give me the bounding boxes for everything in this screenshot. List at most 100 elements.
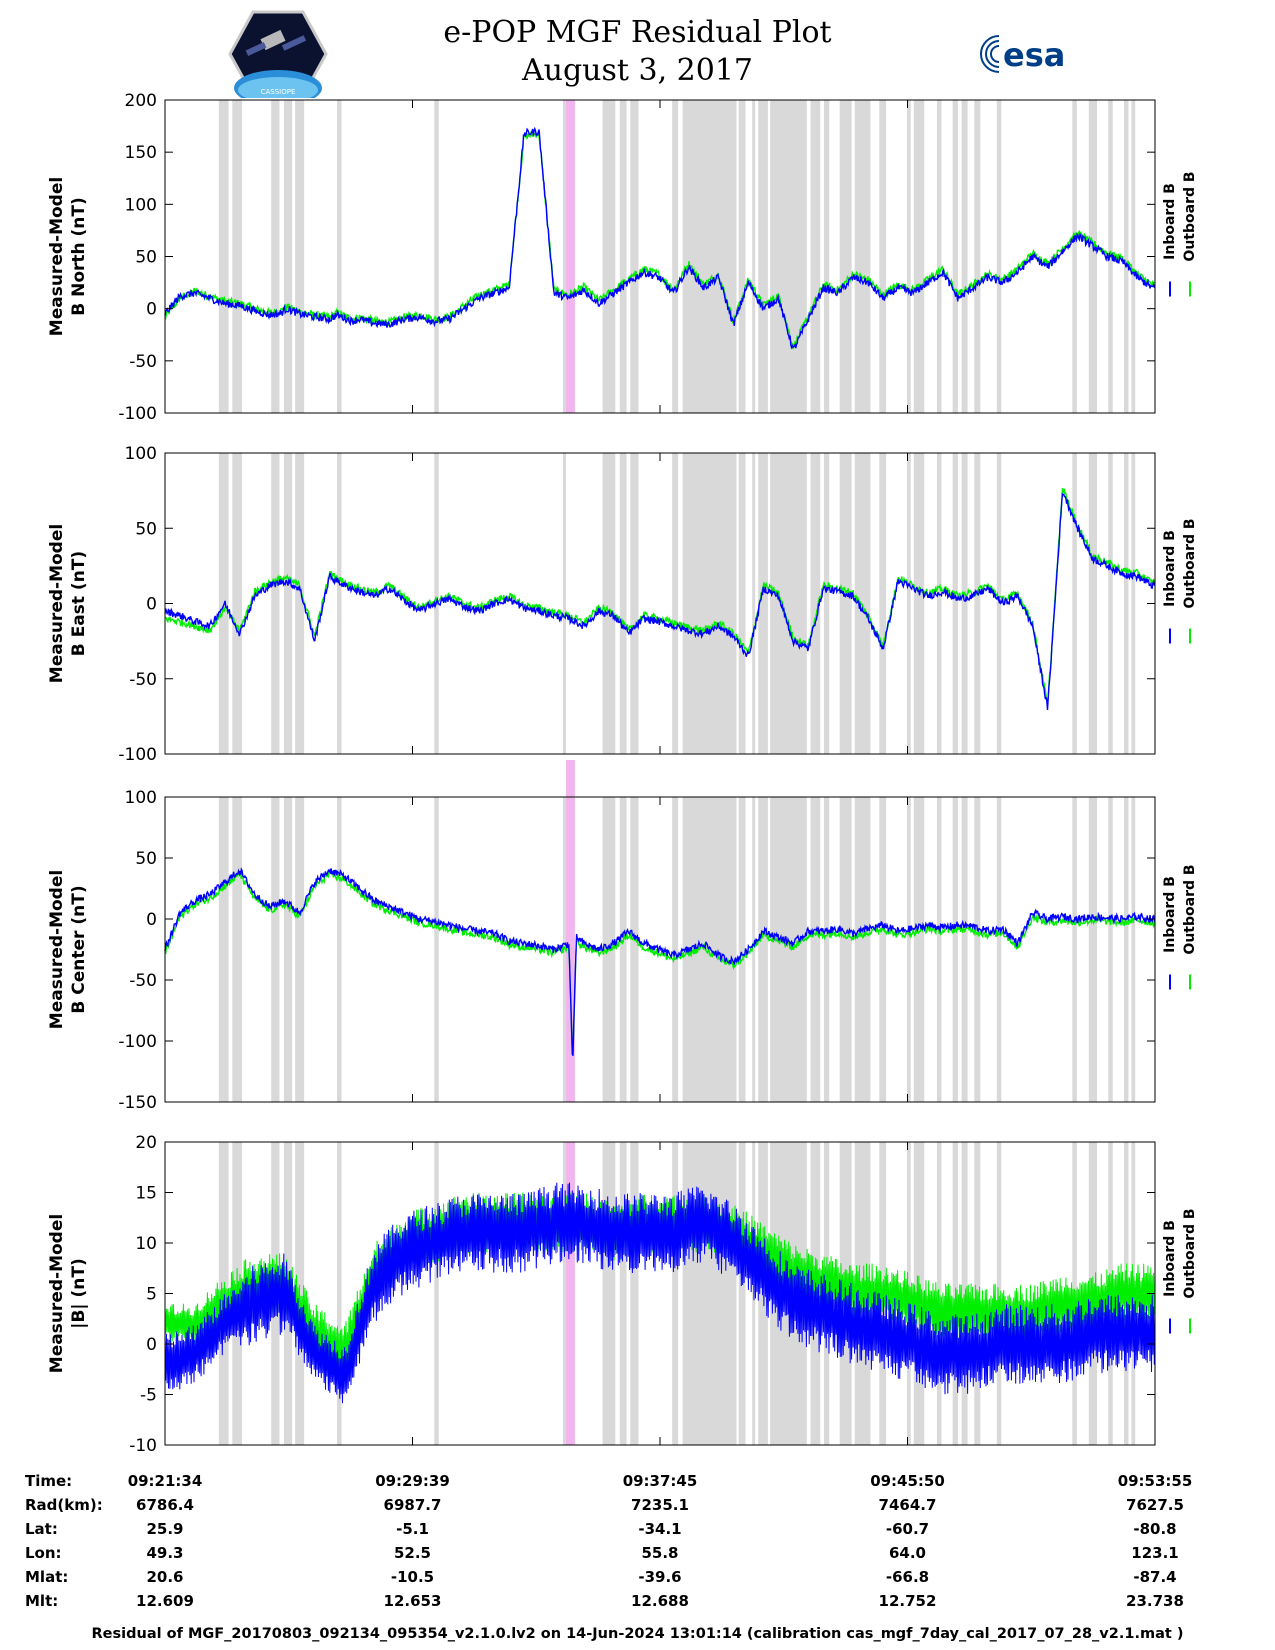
- ephemeris-value: 09:21:34: [127, 1472, 203, 1490]
- ephemeris-value: -5.1: [396, 1520, 429, 1538]
- ephemeris-row: Rad(km): 6786.4 6987.7 7235.1 7464.7 7627.5: [0, 1496, 1275, 1518]
- shaded-interval: [682, 453, 737, 754]
- shaded-interval: [218, 100, 229, 413]
- y-tick-label: -150: [118, 1093, 157, 1113]
- shaded-interval: [672, 100, 679, 413]
- y-tick-label: 50: [135, 519, 157, 539]
- shaded-interval: [630, 797, 639, 1102]
- shaded-interval: [738, 1142, 746, 1445]
- ephemeris-value: 12.609: [136, 1592, 194, 1610]
- ephemeris-value: -80.8: [1133, 1520, 1177, 1538]
- shaded-interval: [879, 797, 887, 1102]
- shaded-interval: [738, 100, 746, 413]
- ephemeris-value: -10.5: [390, 1568, 435, 1586]
- shaded-interval: [630, 100, 639, 413]
- panel-4: 20 15 10 5 0 -5 -10 Measured-Model |B| (nT) Inboa…: [47, 1133, 1198, 1456]
- y-tick-label: 50: [135, 248, 157, 268]
- shaded-interval: [913, 453, 925, 754]
- shaded-interval: [907, 453, 911, 754]
- y-tick-label: 50: [135, 849, 157, 869]
- shaded-interval: [1108, 797, 1113, 1102]
- y-tick-label: -50: [129, 352, 157, 372]
- ephemeris-value: 23.738: [1126, 1592, 1184, 1610]
- shaded-interval: [758, 100, 768, 413]
- ephemeris-value: 12.752: [878, 1592, 937, 1610]
- ephemeris-label: Mlat:: [25, 1568, 69, 1586]
- y-tick-label: 10: [135, 1234, 157, 1254]
- series-line-outboard: [164, 869, 1156, 1055]
- shaded-interval: [218, 797, 229, 1102]
- shaded-interval: [1131, 797, 1136, 1102]
- ephemeris-value: 09:45:50: [870, 1472, 945, 1490]
- shaded-interval: [337, 797, 342, 1102]
- ephemeris-value: 7464.7: [878, 1496, 937, 1514]
- shaded-interval: [996, 797, 1002, 1102]
- shaded-interval: [562, 100, 566, 413]
- shaded-interval: [752, 797, 756, 1102]
- shaded-interval: [824, 100, 830, 413]
- series-line-inboard: [164, 126, 1156, 350]
- legend-inboard-label: Inboard B: [1162, 876, 1178, 953]
- y-axis-label: |B| (nT): [69, 1258, 89, 1329]
- event-interval: [565, 1142, 575, 1445]
- shaded-interval: [1123, 100, 1129, 413]
- esa-logo-text: esa: [1003, 36, 1065, 74]
- shaded-interval: [824, 453, 830, 754]
- shaded-interval: [961, 453, 968, 754]
- shaded-interval: [271, 453, 280, 754]
- shaded-interval: [974, 797, 981, 1102]
- shaded-interval: [434, 100, 439, 413]
- ephemeris-value: -34.1: [638, 1520, 682, 1538]
- y-tick-label: 0: [146, 910, 157, 930]
- shaded-interval: [232, 797, 243, 1102]
- shaded-interval: [854, 797, 871, 1102]
- ephemeris-value: -66.8: [885, 1568, 930, 1586]
- legend-inboard-label: Inboard B: [1162, 1220, 1178, 1297]
- y-axis-label: B Center (nT): [69, 885, 89, 1013]
- legend-inboard-label: Inboard B: [1162, 183, 1178, 260]
- title-line2: August 3, 2017: [521, 53, 753, 88]
- shaded-interval: [738, 797, 746, 1102]
- y-tick-label: -50: [129, 971, 157, 991]
- shaded-interval: [752, 453, 756, 754]
- shaded-interval: [879, 453, 887, 754]
- legend-outboard-label: Outboard B: [1182, 864, 1198, 954]
- series-line-inboard: [164, 492, 1156, 711]
- y-tick-label: -10: [129, 1436, 157, 1456]
- shaded-interval: [283, 797, 293, 1102]
- shaded-interval: [562, 1142, 566, 1445]
- shaded-interval: [936, 1142, 942, 1445]
- shaded-interval: [996, 1142, 1002, 1445]
- shaded-interval: [839, 100, 852, 413]
- shaded-interval: [770, 100, 807, 413]
- ephemeris-value: 7235.1: [631, 1496, 689, 1514]
- shaded-interval: [974, 453, 981, 754]
- esa-logo: esa: [980, 34, 1065, 74]
- shaded-interval: [295, 797, 305, 1102]
- y-tick-label: -50: [129, 670, 157, 690]
- shaded-interval: [936, 100, 942, 413]
- ephemeris-value: -39.6: [638, 1568, 682, 1586]
- shaded-interval: [961, 1142, 968, 1445]
- shaded-interval: [996, 453, 1002, 754]
- shaded-interval: [952, 100, 958, 413]
- shaded-interval: [295, 100, 305, 413]
- ephemeris-row: Mlat: 20.6 -10.5 -39.6 -66.8 -87.4: [0, 1568, 1275, 1590]
- y-tick-label: -100: [118, 745, 157, 765]
- ephemeris-value: 25.9: [146, 1520, 184, 1538]
- ephemeris-row: Mlt: 12.609 12.653 12.688 12.752 23.738: [0, 1592, 1275, 1614]
- ephemeris-value: 55.8: [641, 1544, 679, 1562]
- shaded-interval: [271, 797, 280, 1102]
- shaded-interval: [854, 453, 871, 754]
- y-axis-label: Measured-Model: [47, 870, 67, 1029]
- event-interval: [565, 100, 575, 413]
- ephemeris-table: Time: 09:21:34 09:29:39 09:37:45 09:45:50 09:…: [0, 1462, 1275, 1627]
- panel-2: 100 50 0 -50 -100 Measured-Model B East (nT) In…: [47, 444, 1198, 765]
- ephemeris-value: 64.0: [888, 1544, 926, 1562]
- shaded-interval: [961, 797, 968, 1102]
- ephemeris-label: Lat:: [25, 1520, 58, 1538]
- shaded-interval: [672, 797, 679, 1102]
- shaded-interval: [682, 1142, 737, 1445]
- shaded-interval: [974, 100, 981, 413]
- shaded-interval: [232, 453, 243, 754]
